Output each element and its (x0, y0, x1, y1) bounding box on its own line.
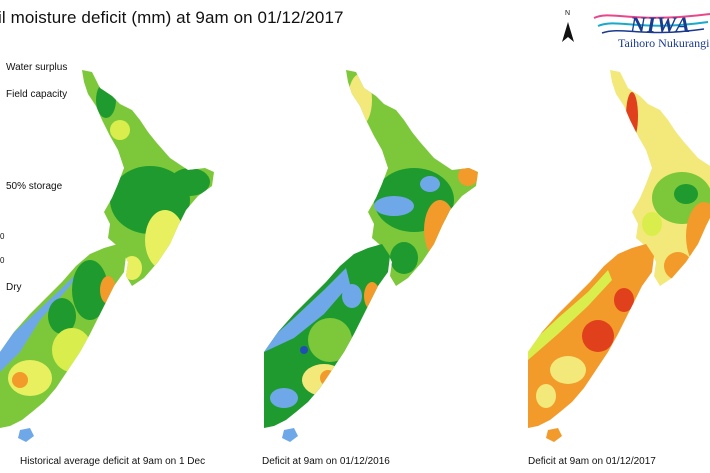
south-island-map (264, 244, 390, 442)
logo-subtitle: Taihoro Nukurangi (618, 36, 710, 50)
legend-label-field-capacity: Field capacity (6, 89, 68, 100)
map-title: il moisture deficit (mm) at 9am on 01/12… (0, 8, 344, 27)
north-arrow: N (560, 10, 576, 44)
panel-2017 (528, 70, 710, 442)
legend-label-water-surplus: Water surplus (6, 62, 68, 73)
south-island-map (0, 244, 126, 442)
panel-2016 (264, 70, 478, 442)
caption-2016: Deficit at 9am on 01/12/2016 (262, 456, 390, 467)
south-island-map (528, 244, 654, 442)
niwa-logo: NIWA Taihoro Nukurangi (592, 6, 710, 50)
caption-historical-average: Historical average deficit at 9am on 1 D… (20, 456, 206, 467)
niwa-wave-icon (593, 13, 710, 34)
north-arrow-label: N (565, 10, 571, 17)
panel-historical-average (0, 70, 214, 442)
north-arrow-icon (562, 22, 574, 42)
legend-label-50-storage: 50% storage (6, 181, 63, 192)
logo-wordmark: NIWA (630, 12, 692, 37)
legend-label-dry: Dry (6, 282, 22, 293)
legend-tick: 0 (0, 256, 5, 265)
caption-2017: Deficit at 9am on 01/12/2017 (528, 456, 656, 467)
legend-tick: 0 (0, 232, 5, 241)
